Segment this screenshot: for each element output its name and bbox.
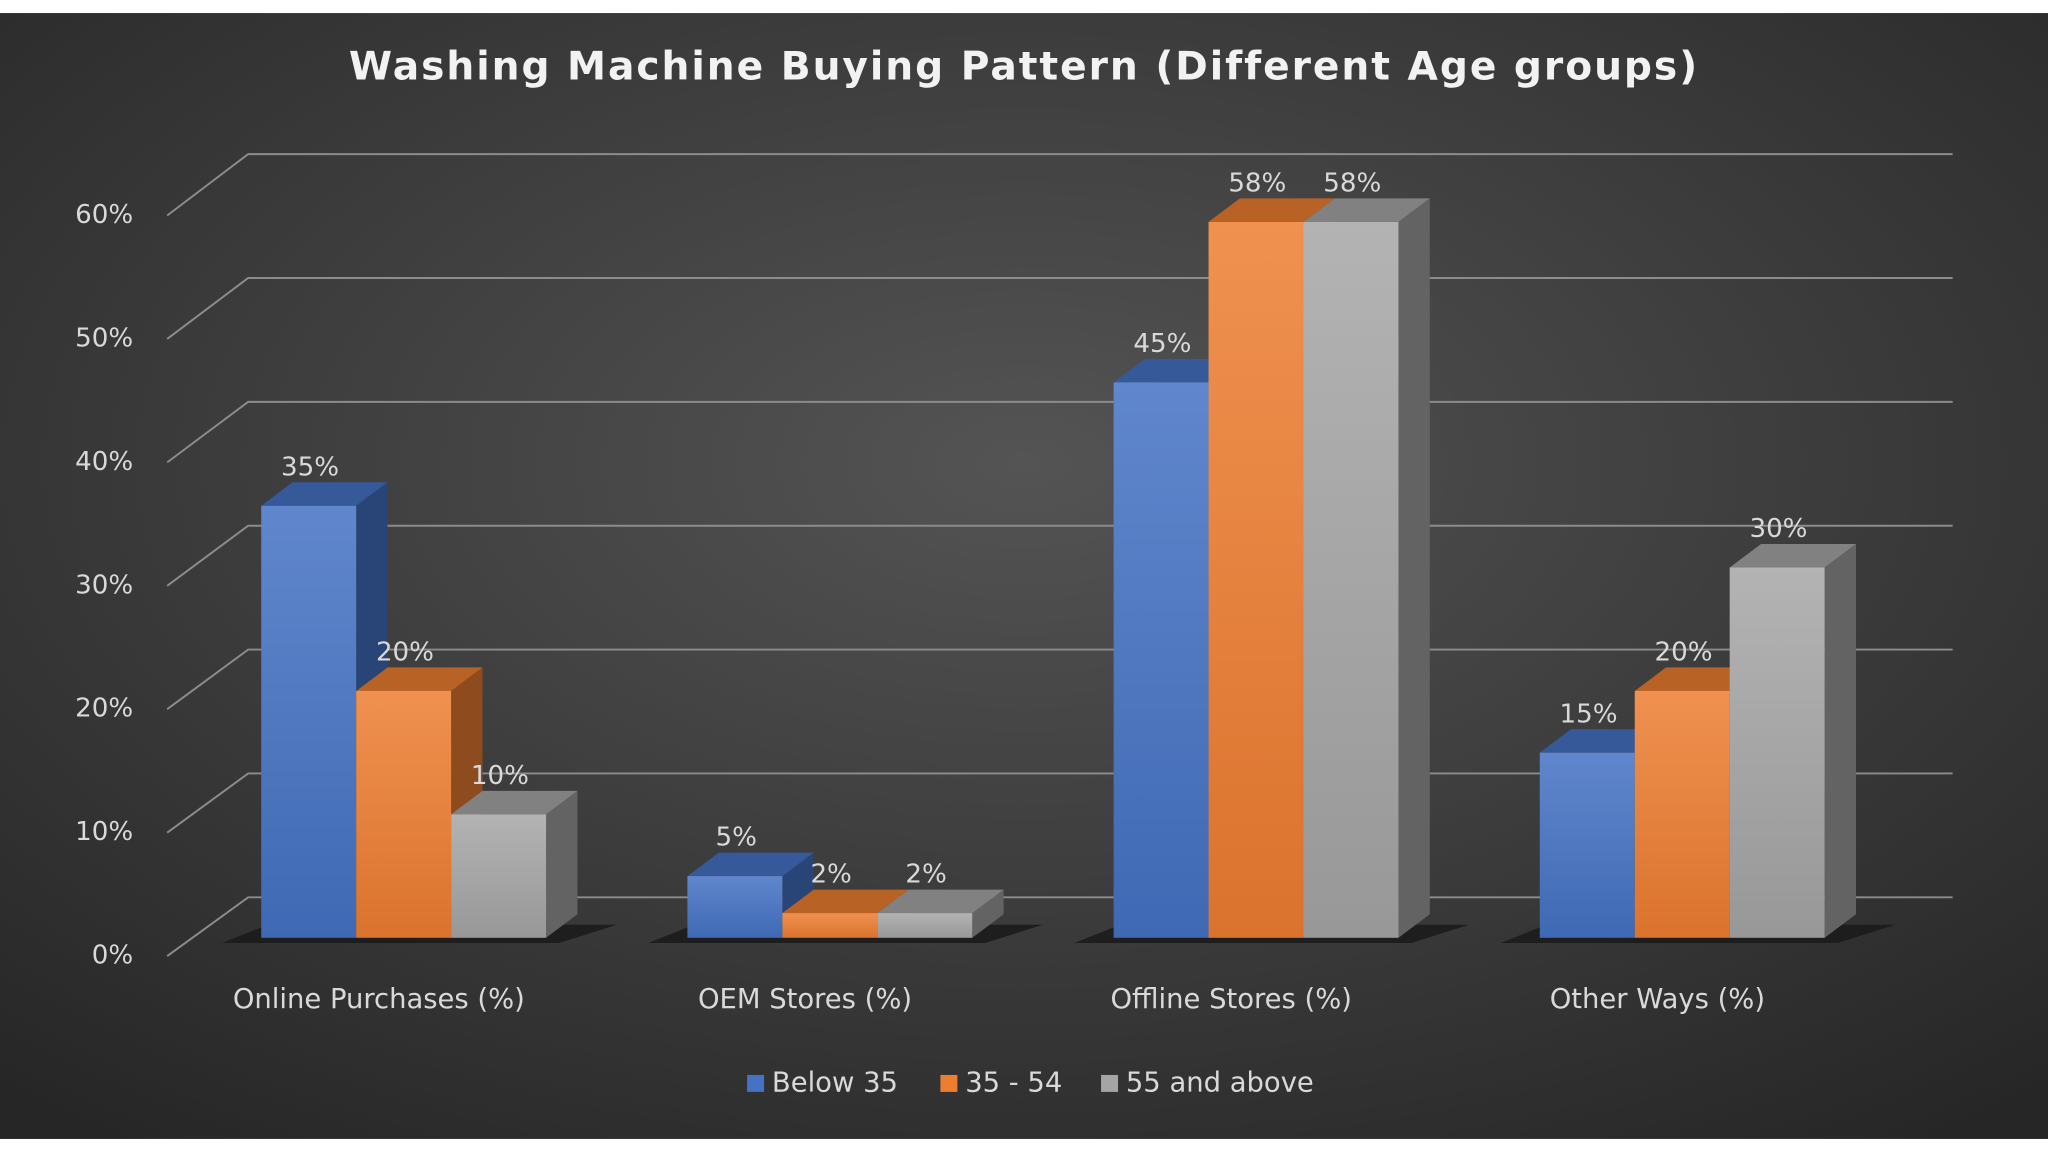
data-label: 2%	[905, 860, 946, 890]
bar-top	[1729, 544, 1856, 568]
y-tick-label: 0%	[92, 941, 133, 971]
y-tick-label: 10%	[75, 817, 133, 847]
bar-top	[451, 790, 578, 815]
data-label: 30%	[1749, 514, 1807, 544]
bar	[261, 505, 357, 938]
data-label: 20%	[1655, 638, 1713, 668]
bar	[1208, 221, 1304, 938]
bar-top	[877, 889, 1004, 914]
bar-side	[1824, 544, 1856, 938]
bar-side	[972, 889, 1004, 938]
y-tick-label: 30%	[75, 570, 133, 600]
bar	[356, 690, 452, 938]
bar-top	[356, 667, 483, 691]
legend-swatch	[940, 1074, 958, 1092]
y-tick-label: 20%	[75, 694, 133, 724]
data-label: 45%	[1133, 329, 1191, 359]
bar-top	[261, 482, 388, 506]
grid-line	[166, 153, 1953, 217]
bar-top	[1634, 667, 1762, 691]
bar-side	[1398, 198, 1430, 938]
data-label: 10%	[471, 761, 529, 791]
bar	[877, 913, 973, 938]
x-tick-label: Online Purchases (%)	[233, 984, 525, 1015]
bar-top	[782, 889, 909, 914]
chart-title: Washing Machine Buying Pattern (Differen…	[349, 45, 1699, 90]
bar-top	[1303, 198, 1430, 222]
bar	[1729, 567, 1825, 938]
bar-top	[687, 852, 814, 877]
bar	[1303, 221, 1399, 938]
bar	[451, 814, 547, 938]
data-label: 58%	[1323, 169, 1381, 199]
bar-top	[1113, 358, 1240, 383]
x-tick-label: OEM Stores (%)	[698, 984, 912, 1015]
data-label: 20%	[376, 638, 434, 668]
data-label: 58%	[1228, 169, 1286, 199]
data-label: 35%	[281, 452, 339, 482]
bar	[687, 876, 783, 938]
bar-side	[546, 790, 578, 938]
data-label: 15%	[1560, 699, 1618, 729]
y-tick-label: 40%	[75, 447, 133, 477]
legend-swatch	[747, 1074, 765, 1092]
legend-label: 35 - 54	[965, 1068, 1062, 1099]
bar-top	[1208, 198, 1335, 222]
bar	[782, 913, 878, 938]
x-tick-label: Other Ways (%)	[1550, 984, 1765, 1015]
data-label: 2%	[810, 860, 851, 890]
bar-top	[1539, 729, 1667, 753]
bar	[1539, 752, 1635, 938]
y-tick-label: 50%	[75, 323, 133, 353]
legend-label: 55 and above	[1126, 1068, 1314, 1099]
x-tick-label: Offline Stores (%)	[1110, 984, 1351, 1015]
legend-swatch	[1101, 1074, 1119, 1092]
legend-label: Below 35	[772, 1068, 898, 1099]
y-tick-label: 60%	[75, 200, 133, 230]
data-label: 5%	[715, 823, 756, 853]
bar	[1113, 382, 1209, 938]
bar	[1634, 690, 1730, 938]
